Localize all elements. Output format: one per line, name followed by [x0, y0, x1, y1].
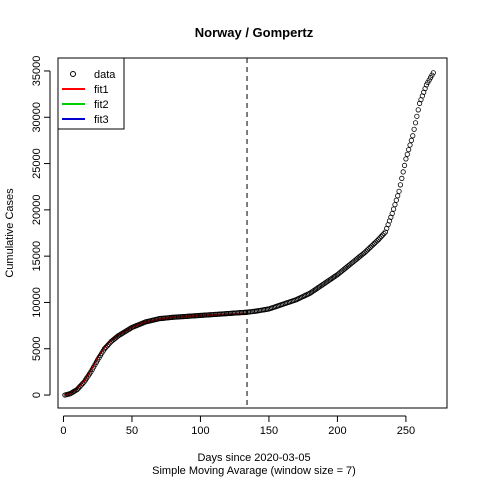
y-tick-label: 30000: [31, 102, 43, 133]
data-point: [367, 244, 373, 250]
data-point: [362, 249, 368, 256]
data-point: [77, 383, 83, 390]
data-point: [411, 126, 417, 132]
data-point: [375, 236, 382, 243]
y-tick-label: 5000: [31, 336, 43, 360]
data-point: [414, 113, 420, 119]
data-point: [74, 386, 80, 393]
data-point: [103, 344, 109, 350]
data-point: [393, 197, 399, 203]
fit1-line: [64, 313, 248, 396]
y-tick-label: 10000: [31, 287, 43, 318]
data-point: [380, 232, 386, 238]
data-point: [373, 239, 379, 245]
y-tick-label: 20000: [31, 195, 43, 226]
x-tick-label: 0: [60, 425, 66, 437]
x-axis-sublabel: Simple Moving Avarage (window size = 7): [152, 465, 356, 477]
legend-label-fit1: fit1: [94, 84, 109, 96]
x-tick-label: 200: [328, 425, 346, 437]
y-axis: 0 5000 10000 15000 20000 25000 30000 35000: [31, 56, 51, 398]
data-point: [75, 385, 82, 391]
data-point: [400, 169, 406, 175]
fit-layer: [64, 313, 248, 396]
data-points-layer: [62, 70, 436, 398]
data-point: [412, 120, 419, 126]
y-tick-label: 35000: [31, 56, 43, 87]
data-point: [377, 235, 383, 241]
data-point: [101, 346, 108, 352]
x-axis: 0 50 100 150 200 250: [60, 415, 415, 437]
data-point: [407, 142, 413, 148]
data-point: [389, 210, 395, 217]
data-point: [374, 238, 380, 244]
data-point: [390, 206, 397, 212]
x-axis-label: Days since 2020-03-05: [197, 452, 310, 464]
data-point: [406, 147, 412, 153]
data-point: [371, 240, 377, 246]
data-point: [410, 133, 416, 139]
data-point: [364, 247, 371, 253]
chart-title: Norway / Gompertz: [195, 25, 314, 40]
data-point: [80, 380, 86, 387]
data-point: [104, 343, 110, 349]
data-point: [396, 188, 402, 194]
legend-label-fit3: fit3: [94, 114, 109, 126]
data-point: [399, 175, 405, 181]
data-point: [107, 340, 113, 346]
data-point: [403, 156, 409, 162]
data-point: [395, 193, 401, 199]
x-tick-label: 50: [126, 425, 138, 437]
data-point: [366, 245, 372, 252]
data-point: [408, 137, 414, 144]
data-point: [397, 182, 404, 188]
data-point: [392, 202, 398, 208]
data-point: [78, 382, 84, 388]
data-point: [415, 107, 421, 113]
legend-label-fit2: fit2: [94, 99, 109, 111]
plot-frame: [57, 57, 448, 409]
data-point: [381, 230, 387, 237]
y-axis-label: Cumulative Cases: [4, 188, 16, 278]
x-tick-label: 250: [397, 425, 415, 437]
x-tick-label: 150: [260, 425, 278, 437]
data-point: [404, 151, 410, 157]
y-tick-label: 25000: [31, 148, 43, 179]
data-point: [106, 341, 112, 347]
data-point: [363, 248, 369, 254]
data-point: [370, 242, 376, 248]
legend-label-data: data: [94, 69, 116, 81]
y-tick-label: 15000: [31, 241, 43, 272]
data-point: [401, 162, 408, 169]
data-point: [430, 70, 436, 76]
legend-box: [57, 57, 125, 130]
data-point: [378, 233, 384, 240]
legend-data-marker: [70, 71, 76, 77]
legend: data fit1 fit2 fit3: [57, 57, 125, 130]
y-tick-label: 0: [31, 392, 43, 398]
data-point: [369, 243, 375, 249]
x-tick-label: 100: [191, 425, 209, 437]
